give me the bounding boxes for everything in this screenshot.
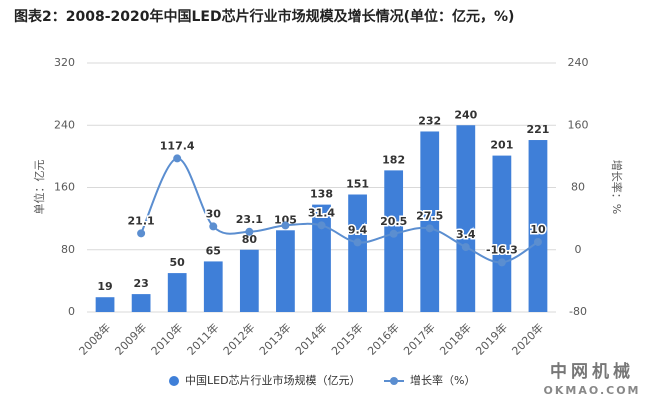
line-point	[461, 243, 470, 252]
line-point	[317, 221, 326, 230]
x-tick-label: 2008年	[76, 320, 113, 357]
bar	[276, 230, 295, 312]
bar-value-label: 201	[490, 139, 513, 152]
x-tick-label: 2009年	[112, 320, 149, 357]
bar-value-label: 138	[310, 188, 333, 201]
bar	[203, 261, 223, 312]
bar-value-label: 23	[133, 277, 148, 290]
line	[140, 157, 539, 264]
y2-axis-label: 增长率：%	[610, 160, 624, 214]
bar-value-label: 65	[206, 244, 221, 257]
bar-value-label: 50	[170, 256, 186, 269]
line-value-label: 3.4	[456, 228, 476, 241]
line-value-label: 10	[530, 223, 546, 236]
x-tick-label: 2020年	[509, 320, 546, 357]
bar-value-label: 221	[526, 123, 549, 136]
x-tick-label: 2011年	[184, 320, 221, 357]
bar-value-label: 80	[242, 233, 258, 246]
x-tick-label: 2019年	[473, 320, 510, 357]
y2-tick-label: -80	[569, 305, 587, 318]
line-point	[137, 229, 146, 238]
line-value-label: -16.3	[486, 243, 518, 256]
line-point	[353, 238, 362, 247]
bar	[492, 155, 512, 312]
bar	[528, 140, 548, 312]
x-tick-label: 2015年	[328, 320, 365, 357]
bar-value-label: 240	[454, 108, 477, 121]
bar-value-label: 182	[382, 153, 405, 166]
bar	[420, 131, 440, 312]
x-tick-label: 2017年	[400, 320, 437, 357]
y2-tick-label: 240	[568, 56, 589, 69]
line-value-label: 117.4	[160, 139, 195, 152]
line-point	[281, 221, 290, 230]
line-point	[173, 154, 182, 163]
bar-value-label: 105	[274, 213, 297, 226]
watermark-name: 中网机械	[550, 361, 634, 382]
bar	[95, 297, 115, 312]
line-point	[425, 224, 434, 233]
line-point	[389, 229, 398, 238]
x-tick-label: 2018年	[437, 320, 474, 357]
y2-tick-label: 160	[568, 118, 589, 131]
y-axis-label: 单位：亿元	[32, 160, 46, 215]
bar	[167, 273, 187, 312]
line-value-label: 31.4	[308, 206, 335, 219]
line-point	[533, 237, 542, 246]
line-value-label: 21.1	[128, 214, 155, 227]
legend-marker	[169, 376, 179, 386]
legend-label: 中国LED芯片行业市场规模（亿元）	[185, 373, 361, 387]
chart-title: 图表2：2008-2020年中国LED芯片行业市场规模及增长情况(单位：亿元，%…	[14, 8, 514, 25]
line-value-label: 30	[206, 207, 222, 220]
legend-marker	[390, 377, 398, 385]
bar	[384, 170, 404, 312]
bar	[239, 249, 259, 312]
y-tick-label: 160	[54, 181, 75, 194]
x-tick-label: 2010年	[148, 320, 185, 357]
line-value-label: 20.5	[380, 215, 407, 228]
line-value-label: 27.5	[416, 209, 443, 222]
x-tick-label: 2014年	[292, 320, 329, 357]
line-point	[209, 222, 218, 231]
x-tick-label: 2012年	[220, 320, 257, 357]
y-tick-label: 240	[54, 118, 75, 131]
line-point	[497, 258, 506, 267]
bar	[348, 194, 367, 312]
y2-tick-label: 80	[571, 181, 585, 194]
x-tick-label: 2016年	[364, 320, 401, 357]
y-tick-label: 0	[68, 305, 75, 318]
legend-label: 增长率（%）	[410, 373, 475, 387]
bar-value-label: 151	[346, 178, 369, 191]
bar	[312, 204, 331, 312]
line-value-label: 23.1	[236, 213, 263, 226]
y2-tick-label: 0	[575, 243, 582, 256]
line-value-label: 9.4	[348, 223, 368, 236]
bar	[456, 125, 476, 312]
bar-value-label: 19	[97, 280, 112, 293]
y-tick-label: 320	[54, 56, 75, 69]
bar-value-label: 232	[418, 114, 441, 127]
bar	[131, 294, 151, 312]
line-point	[245, 227, 254, 236]
y-tick-label: 80	[61, 243, 75, 256]
x-tick-label: 2013年	[256, 320, 293, 357]
watermark-url: OKMAO.COM	[544, 384, 641, 397]
